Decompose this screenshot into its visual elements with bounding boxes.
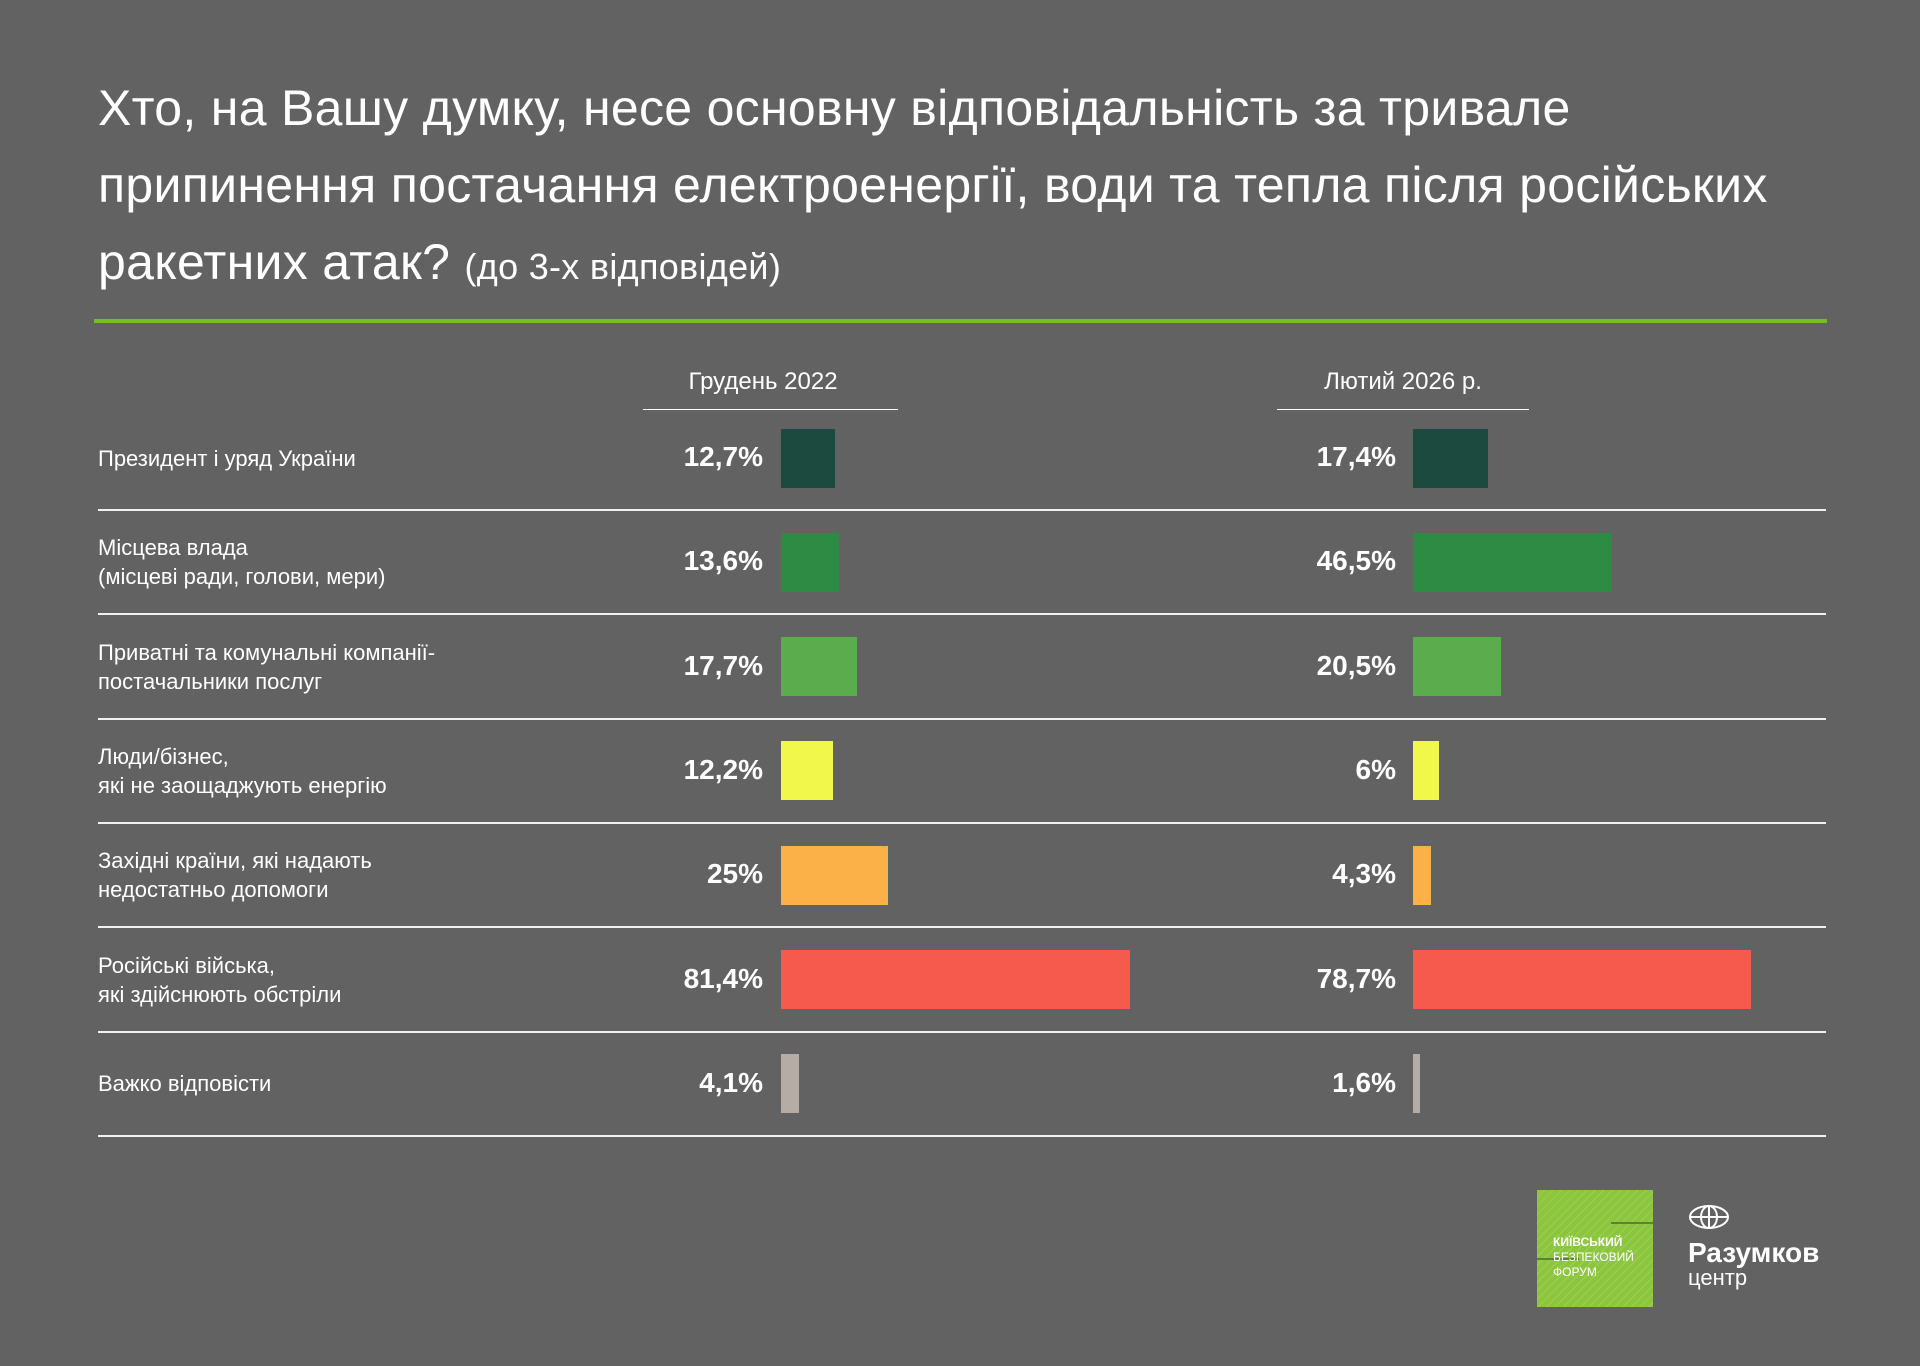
row-divider bbox=[98, 1030, 1826, 1033]
bar bbox=[1413, 845, 1432, 905]
bar bbox=[1413, 637, 1501, 697]
title-note: (до 3-х відповідей) bbox=[464, 246, 782, 287]
column-underline-2022 bbox=[643, 409, 898, 410]
value-label: 4,1% bbox=[699, 1066, 763, 1098]
value-label: 81,4% bbox=[683, 962, 763, 994]
bar bbox=[1413, 950, 1751, 1009]
category-label: Важко відповісти bbox=[98, 1071, 272, 1097]
category-label: Приватні та комунальні компанії- постача… bbox=[98, 639, 436, 694]
razumkov-logo: Разумков центр bbox=[1688, 1204, 1820, 1290]
bar bbox=[781, 637, 857, 697]
value-label: 25% bbox=[706, 858, 763, 890]
value-label: 78,7% bbox=[1316, 962, 1396, 994]
bar bbox=[1413, 1054, 1420, 1114]
bar bbox=[781, 741, 834, 801]
value-label: 20,5% bbox=[1316, 649, 1396, 681]
row-divider bbox=[98, 1134, 1826, 1137]
bar bbox=[781, 1054, 799, 1114]
razumkov-name: Разумков bbox=[1688, 1237, 1820, 1268]
bar bbox=[1413, 532, 1613, 592]
title-main: Хто, на Вашу думку, несе основну відпові… bbox=[98, 80, 1768, 290]
value-label: 4,3% bbox=[1332, 858, 1396, 890]
category-label: Західні країни, які надають недостатньо … bbox=[98, 848, 372, 903]
value-label: 46,5% bbox=[1316, 545, 1396, 577]
bar bbox=[1413, 741, 1439, 801]
row-divider bbox=[98, 926, 1826, 929]
bar bbox=[781, 845, 889, 905]
title-rule bbox=[94, 319, 1827, 323]
globe-icon bbox=[1689, 1205, 1729, 1229]
razumkov-sub: центр bbox=[1688, 1265, 1748, 1290]
row-divider bbox=[98, 613, 1826, 616]
value-label: 12,7% bbox=[683, 441, 763, 472]
category-label: Місцева влада (місцеві ради, голови, мер… bbox=[98, 535, 386, 590]
category-label: Люди/бізнес, які не заощаджують енергію bbox=[98, 743, 387, 798]
row-divider bbox=[98, 717, 1826, 720]
row-divider bbox=[98, 821, 1826, 824]
column-header-2022: Грудень 2022 bbox=[688, 368, 838, 395]
bar bbox=[781, 532, 840, 592]
category-label: Російські війська, які здійснюють обстрі… bbox=[98, 952, 342, 1007]
column-header-2026: Лютий 2026 р. bbox=[1324, 368, 1482, 395]
value-label: 13,6% bbox=[683, 545, 763, 577]
category-label: Президент і уряд України bbox=[98, 445, 356, 471]
bar bbox=[781, 428, 836, 488]
kyiv-security-forum-logo: КИЇВСЬКИЙ БЕЗПЕКОВИЙ ФОРУМ bbox=[1537, 1190, 1653, 1307]
row-divider bbox=[98, 509, 1826, 511]
value-label: 1,6% bbox=[1332, 1066, 1396, 1098]
value-label: 17,4% bbox=[1316, 441, 1396, 472]
column-underline-2026 bbox=[1277, 409, 1529, 410]
value-label: 17,7% bbox=[683, 649, 763, 681]
value-label: 6% bbox=[1355, 753, 1396, 785]
bar bbox=[1413, 428, 1488, 488]
bar bbox=[781, 950, 1131, 1009]
value-label: 12,2% bbox=[683, 753, 763, 785]
chart-title: Хто, на Вашу думку, несе основну відпові… bbox=[98, 70, 1858, 305]
